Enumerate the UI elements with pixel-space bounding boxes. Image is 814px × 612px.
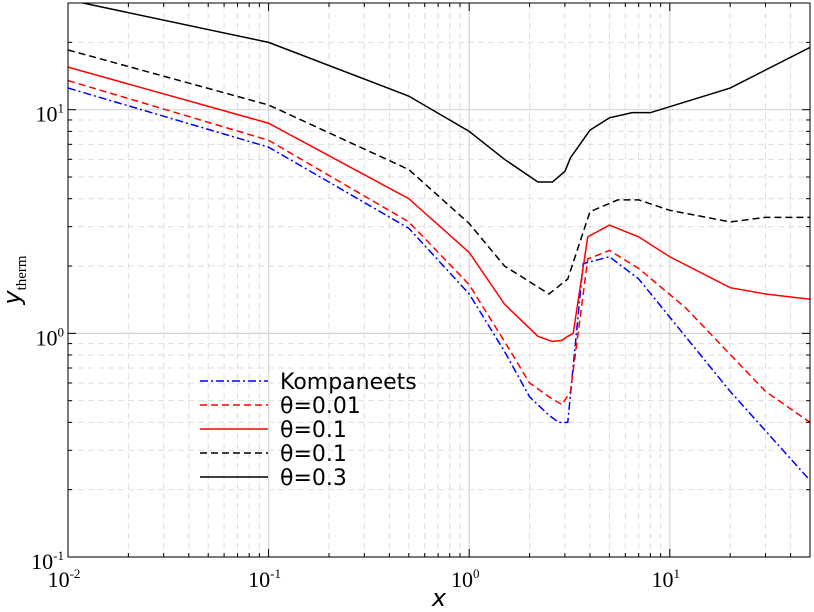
x-axis-label: x bbox=[431, 584, 447, 612]
legend-label: θ=0.1 bbox=[280, 418, 347, 443]
tick-marks bbox=[67, 2, 811, 558]
legend-item: θ=0.1 bbox=[200, 418, 347, 443]
series-line-theta-0-01-red-dashed bbox=[68, 79, 810, 423]
legend-label: θ=0.01 bbox=[280, 394, 361, 419]
x-tick-label: 101 bbox=[652, 566, 681, 592]
legend-label: Kompaneets bbox=[280, 370, 417, 395]
series-layer bbox=[68, 3, 810, 481]
series-line-theta-0-1-red-solid bbox=[68, 66, 810, 343]
legend-item: θ=0.3 bbox=[200, 466, 347, 491]
legend-item: Kompaneets bbox=[200, 370, 417, 395]
y-tick-label: 101 bbox=[36, 101, 65, 127]
series-line-theta-0-3-black-solid bbox=[79, 3, 810, 183]
legend-label: θ=0.1 bbox=[280, 442, 347, 467]
x-tick-label: 10-2 bbox=[48, 566, 81, 592]
legend-item: θ=0.1 bbox=[200, 442, 347, 467]
y-tick-label: 100 bbox=[36, 324, 65, 350]
x-tick-label: 100 bbox=[451, 566, 480, 592]
series-line-kompaneets bbox=[68, 87, 810, 481]
y-tick-label: 10-1 bbox=[31, 548, 64, 574]
legend-item: θ=0.01 bbox=[200, 394, 361, 419]
series-line-theta-0-1-black-dashed bbox=[68, 49, 810, 295]
plot-frame bbox=[67, 2, 811, 558]
x-tick-label: 10-1 bbox=[248, 566, 281, 592]
legend-label: θ=0.3 bbox=[280, 466, 347, 491]
grid bbox=[67, 2, 811, 558]
y-axis-label: ytherm bbox=[0, 255, 30, 306]
